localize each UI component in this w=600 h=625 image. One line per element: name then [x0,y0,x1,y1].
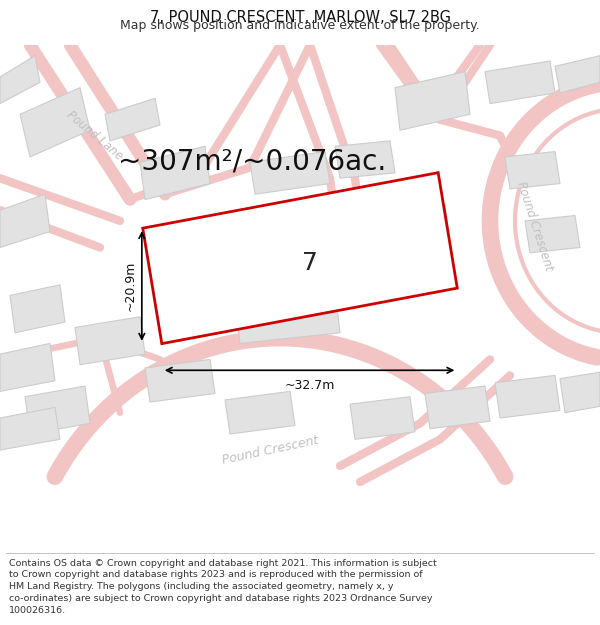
Polygon shape [235,290,340,343]
Text: ~20.9m: ~20.9m [124,261,137,311]
Polygon shape [560,372,600,413]
Text: 7: 7 [302,251,318,276]
Text: 7, POUND CRESCENT, MARLOW, SL7 2BG: 7, POUND CRESCENT, MARLOW, SL7 2BG [149,10,451,25]
Polygon shape [555,56,600,93]
Polygon shape [145,359,215,402]
Polygon shape [143,173,457,344]
Polygon shape [335,141,395,178]
Polygon shape [105,98,160,141]
Text: Pound Crescent: Pound Crescent [514,180,556,272]
Text: Contains OS data © Crown copyright and database right 2021. This information is : Contains OS data © Crown copyright and d… [9,559,437,615]
Polygon shape [0,194,50,248]
Polygon shape [225,391,295,434]
Polygon shape [485,61,555,104]
Text: ~32.7m: ~32.7m [284,379,335,392]
Text: Pound Lane: Pound Lane [64,108,125,162]
Polygon shape [0,408,60,450]
Polygon shape [140,146,210,199]
Polygon shape [0,343,55,391]
Polygon shape [505,152,560,189]
Polygon shape [25,386,90,434]
Polygon shape [75,317,145,365]
Polygon shape [20,88,90,157]
Polygon shape [525,216,580,253]
Text: Pound Crescent: Pound Crescent [221,433,319,467]
Polygon shape [10,285,65,332]
Polygon shape [395,72,470,130]
Polygon shape [0,56,40,104]
Polygon shape [250,152,330,194]
Text: ~307m²/~0.076ac.: ~307m²/~0.076ac. [118,148,386,176]
Polygon shape [385,205,450,248]
Polygon shape [425,386,490,429]
Polygon shape [350,397,415,439]
Polygon shape [495,376,560,418]
Text: Map shows position and indicative extent of the property.: Map shows position and indicative extent… [120,19,480,32]
